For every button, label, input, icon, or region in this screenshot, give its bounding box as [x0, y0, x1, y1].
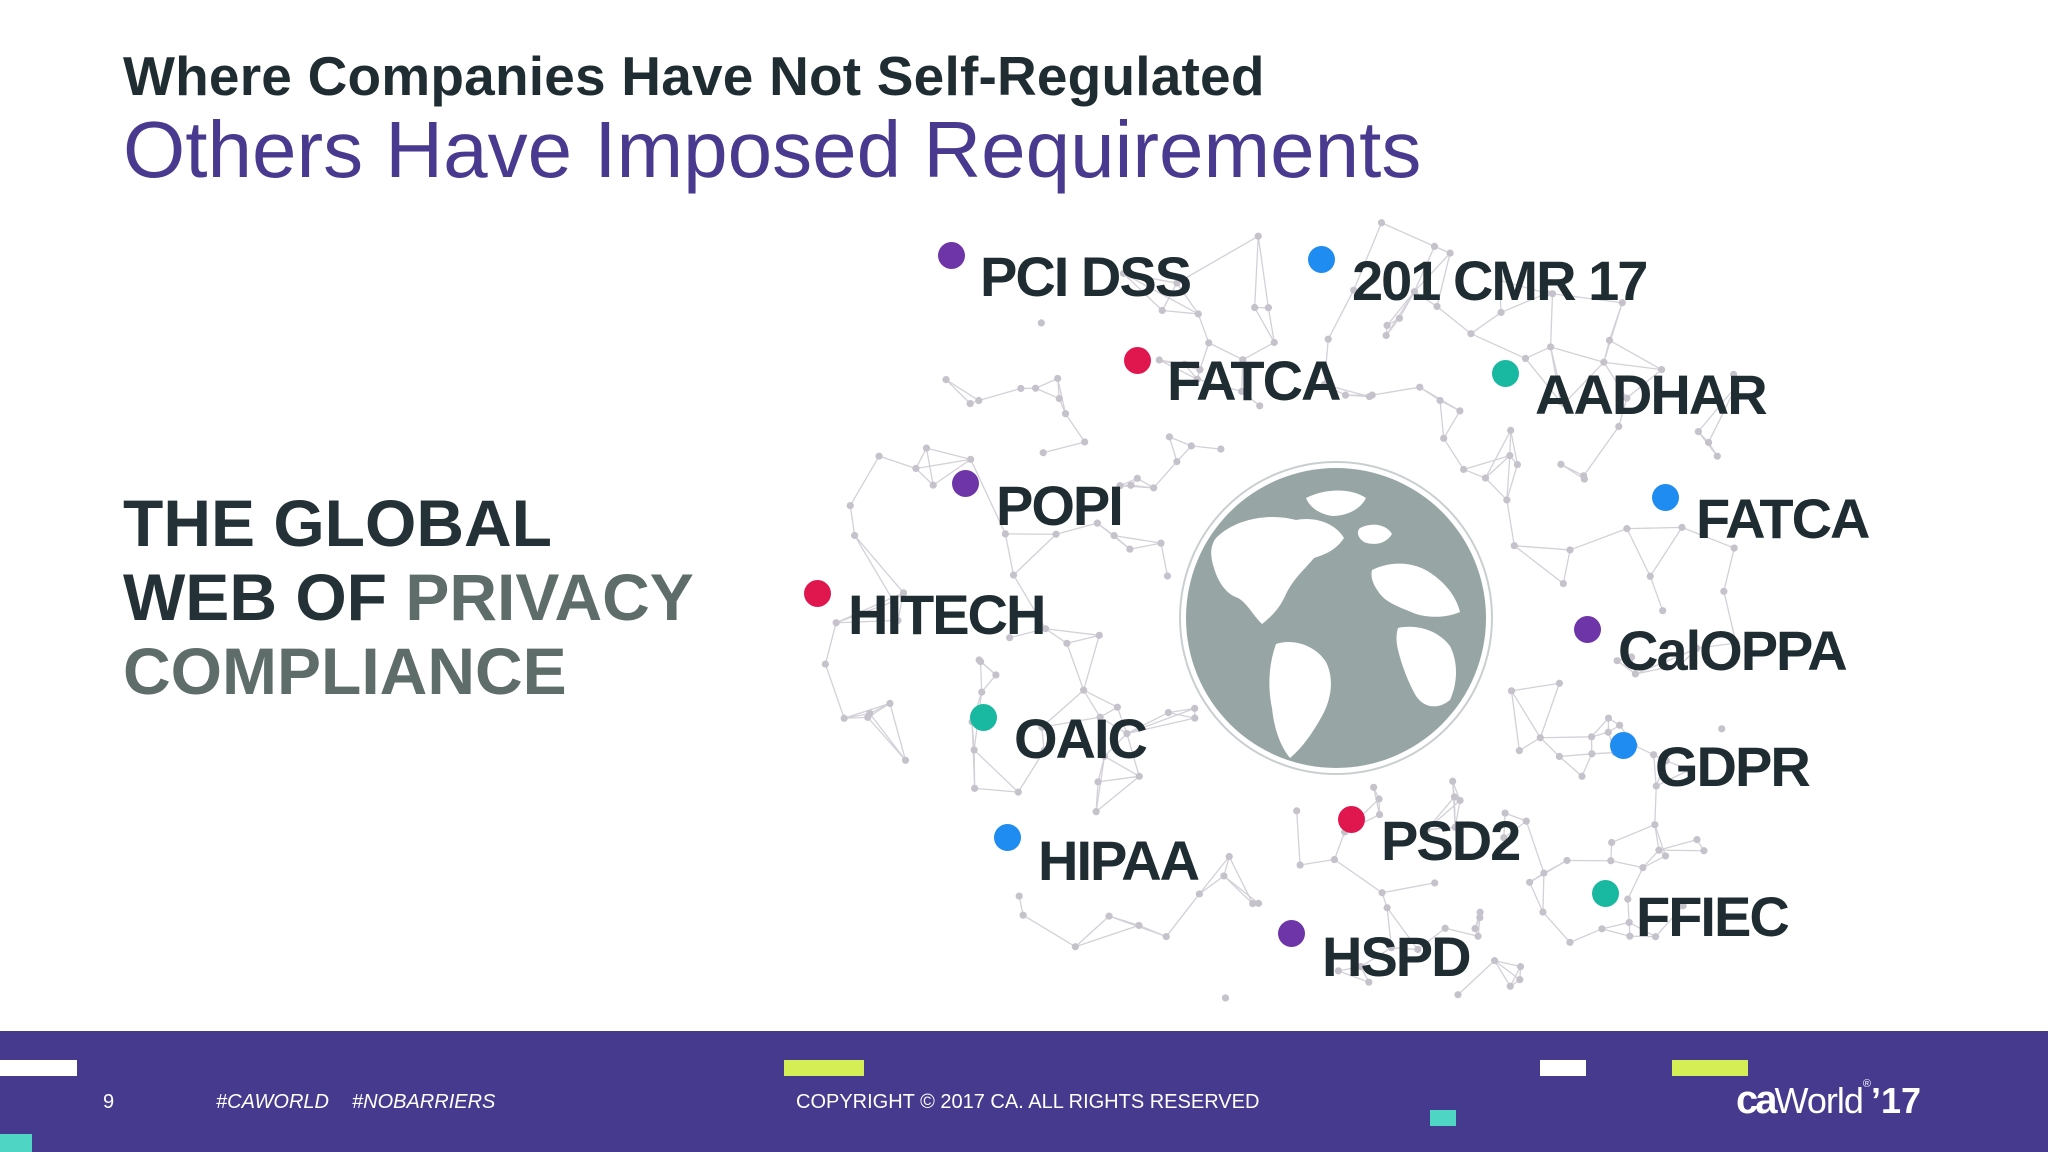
reg-label-hipaa: HIPAA — [1038, 829, 1200, 892]
reg-label-gdpr: GDPR — [1655, 735, 1811, 798]
footer-accent-white-1 — [0, 1060, 77, 1076]
reg-label-caloppa: CalOPPA — [1618, 619, 1848, 682]
footer-accent-lime-1 — [784, 1060, 864, 1076]
dot-aadhar — [1492, 360, 1519, 387]
dot-fatca-1 — [1124, 347, 1151, 374]
dot-popi — [952, 470, 979, 497]
footer-accent-teal-2 — [0, 1134, 32, 1152]
registered-mark-icon: ® — [1862, 1078, 1871, 1090]
globe-icon — [1176, 458, 1496, 778]
logo-world: World — [1774, 1080, 1864, 1121]
dot-201-cmr-17 — [1308, 246, 1335, 273]
footer-accent-teal-1 — [1430, 1110, 1456, 1126]
reg-label-fatca-1: FATCA — [1167, 349, 1341, 412]
slide-kicker: Where Companies Have Not Self-Regulated — [123, 45, 1265, 107]
reg-label-oaic: OAIC — [1014, 707, 1148, 770]
headline-line-2: WEB OF PRIVACY — [123, 560, 694, 634]
reg-label-pci-dss: PCI DSS — [980, 245, 1192, 308]
reg-label-hspd: HSPD — [1322, 925, 1472, 988]
copyright-text: COPYRIGHT © 2017 CA. ALL RIGHTS RESERVED — [796, 1091, 1260, 1113]
headline: THE GLOBAL WEB OF PRIVACY COMPLIANCE — [123, 486, 694, 708]
ca-world-logo: caWorld®’17 — [1736, 1078, 1921, 1123]
reg-label-psd2: PSD2 — [1381, 809, 1521, 872]
dot-psd2 — [1338, 806, 1365, 833]
footer-accent-white-2 — [1540, 1060, 1586, 1076]
dot-caloppa — [1574, 616, 1601, 643]
dot-ffiec — [1592, 880, 1619, 907]
headline-line-3: COMPLIANCE — [123, 634, 567, 708]
dot-oaic — [970, 704, 997, 731]
footer-bar — [0, 1031, 2048, 1152]
network-nodes — [821, 219, 1740, 1002]
logo-ca: ca — [1736, 1078, 1777, 1122]
dot-hspd — [1278, 920, 1305, 947]
page-number: 9 — [103, 1091, 115, 1113]
dot-hipaa — [994, 824, 1021, 851]
headline-line-2-muted: PRIVACY — [405, 560, 694, 634]
headline-line-2-dark: WEB OF — [123, 560, 387, 634]
dot-pci-dss — [938, 242, 965, 269]
reg-label-201-cmr-17: 201 CMR 17 — [1352, 249, 1648, 312]
reg-label-hitech: HITECH — [848, 583, 1046, 646]
dot-hitech — [804, 580, 831, 607]
hashtag-nobarriers: #NOBARRIERS — [352, 1091, 496, 1113]
headline-line-1: THE GLOBAL — [123, 486, 552, 560]
reg-label-popi: POPI — [996, 474, 1124, 537]
hashtag-caworld: #CAWORLD — [216, 1091, 329, 1113]
footer-accent-lime-2 — [1672, 1060, 1748, 1076]
reg-label-fatca-2: FATCA — [1696, 487, 1870, 550]
dot-gdpr — [1610, 732, 1637, 759]
reg-label-ffiec: FFIEC — [1636, 885, 1790, 948]
logo-year: ’17 — [1870, 1080, 1922, 1121]
network-mesh — [821, 219, 1740, 1002]
slide-title: Others Have Imposed Requirements — [123, 105, 1422, 194]
dot-fatca-2 — [1652, 484, 1679, 511]
reg-label-aadhar: AADHAR — [1535, 363, 1768, 426]
